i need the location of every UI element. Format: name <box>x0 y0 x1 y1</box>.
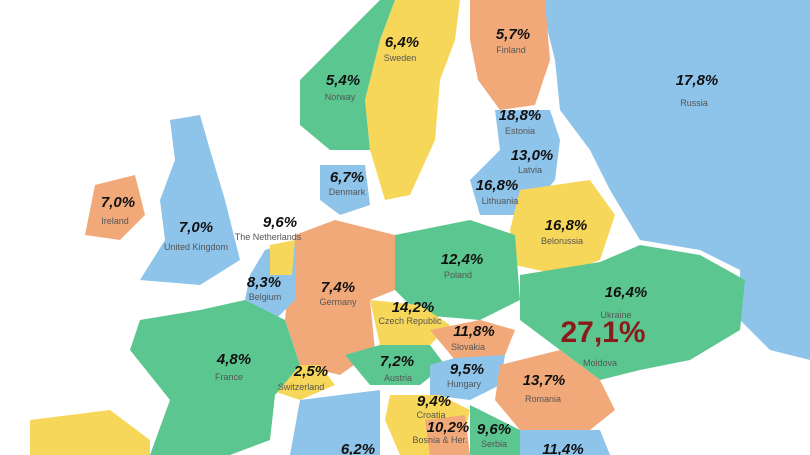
region-value: 9,5% <box>450 361 484 378</box>
region-name: Poland <box>444 270 472 280</box>
country-shape <box>270 240 295 275</box>
region-value: 27,1% <box>560 316 645 349</box>
region-name: Czech Republic <box>378 316 442 326</box>
region-name: Ireland <box>101 216 129 226</box>
region-value: 2,5% <box>293 363 328 380</box>
country-shape <box>290 390 380 455</box>
region-value: 4,8% <box>216 351 251 368</box>
region-name: United Kingdom <box>164 242 228 252</box>
country-shape <box>470 405 520 455</box>
country-shape <box>520 430 610 455</box>
country-shape <box>540 0 810 360</box>
region-value: 11,4% <box>542 441 583 455</box>
region-name: Moldova <box>583 358 617 368</box>
region-value: 16,4% <box>605 284 648 301</box>
land <box>30 0 810 455</box>
region-value: 6,2% <box>341 441 375 455</box>
region-value: 10,2% <box>427 419 470 436</box>
country-shape <box>495 350 615 430</box>
country-shape <box>470 0 550 110</box>
region-value: 18,8% <box>499 107 542 124</box>
country-shape <box>285 220 395 375</box>
region-name: France <box>215 372 243 382</box>
region-name: Finland <box>496 45 526 55</box>
region-name: Latvia <box>518 165 542 175</box>
region-value: 11,8% <box>453 323 494 340</box>
region-value: 12,4% <box>441 251 484 268</box>
region-value: 9,6% <box>477 421 511 438</box>
country-shape <box>520 245 745 380</box>
region-name: The Netherlands <box>235 232 302 242</box>
region-value: 16,8% <box>476 177 519 194</box>
region-name: Denmark <box>329 187 366 197</box>
region-name: Slovakia <box>451 342 485 352</box>
region-name: Germany <box>319 297 357 307</box>
country-shape <box>425 415 470 455</box>
country-shape <box>430 355 505 400</box>
country-shape <box>320 165 370 215</box>
region-value: 5,4% <box>326 72 360 89</box>
region-value: 8,3% <box>247 274 281 291</box>
region-value: 7,0% <box>101 194 135 211</box>
region-value: 7,0% <box>179 219 213 236</box>
region-name: Croatia <box>416 410 445 420</box>
region-value: 9,6% <box>263 214 297 231</box>
region-value: 7,2% <box>380 353 414 370</box>
country-shape <box>140 115 240 285</box>
labels: 6,4% Sweden 5,7% Finland 17,8% Russia 5,4% Norw… <box>101 26 718 455</box>
country-shape <box>395 220 520 320</box>
region-name: Bosnia & Her. <box>412 435 467 445</box>
country-shape <box>370 300 450 345</box>
region-name: Romania <box>525 394 561 404</box>
region-value: 13,7% <box>523 372 566 389</box>
region-name: Norway <box>325 92 356 102</box>
region-name: Russia <box>680 98 708 108</box>
region-name: Serbia <box>481 439 507 449</box>
country-shape <box>345 345 445 385</box>
region-name: Belorussia <box>541 236 583 246</box>
country-shape <box>300 0 395 150</box>
region-name: Belgium <box>249 292 282 302</box>
region-value: 14,2% <box>392 299 435 316</box>
country-shape <box>365 0 460 200</box>
region-name: Austria <box>384 373 412 383</box>
country-shape <box>510 180 615 275</box>
country-shape <box>30 410 150 455</box>
region-value: 13,0% <box>511 147 554 164</box>
region-value: 17,8% <box>676 72 719 89</box>
region-name: Lithuania <box>482 196 519 206</box>
region-value: 6,7% <box>330 169 364 186</box>
country-shape <box>85 175 145 240</box>
region-value: 7,4% <box>321 279 355 296</box>
country-shape <box>130 300 300 455</box>
region-name: Sweden <box>384 53 417 63</box>
region-value: 16,8% <box>545 217 588 234</box>
country-shape <box>430 320 515 360</box>
region-value: 5,7% <box>496 26 530 43</box>
region-value: 9,4% <box>417 393 451 410</box>
region-name: Hungary <box>447 379 482 389</box>
region-value: 6,4% <box>385 34 419 51</box>
region-name: Ukraine <box>600 310 631 320</box>
region-name: Estonia <box>505 126 535 136</box>
region-name: Switzerland <box>278 382 325 392</box>
